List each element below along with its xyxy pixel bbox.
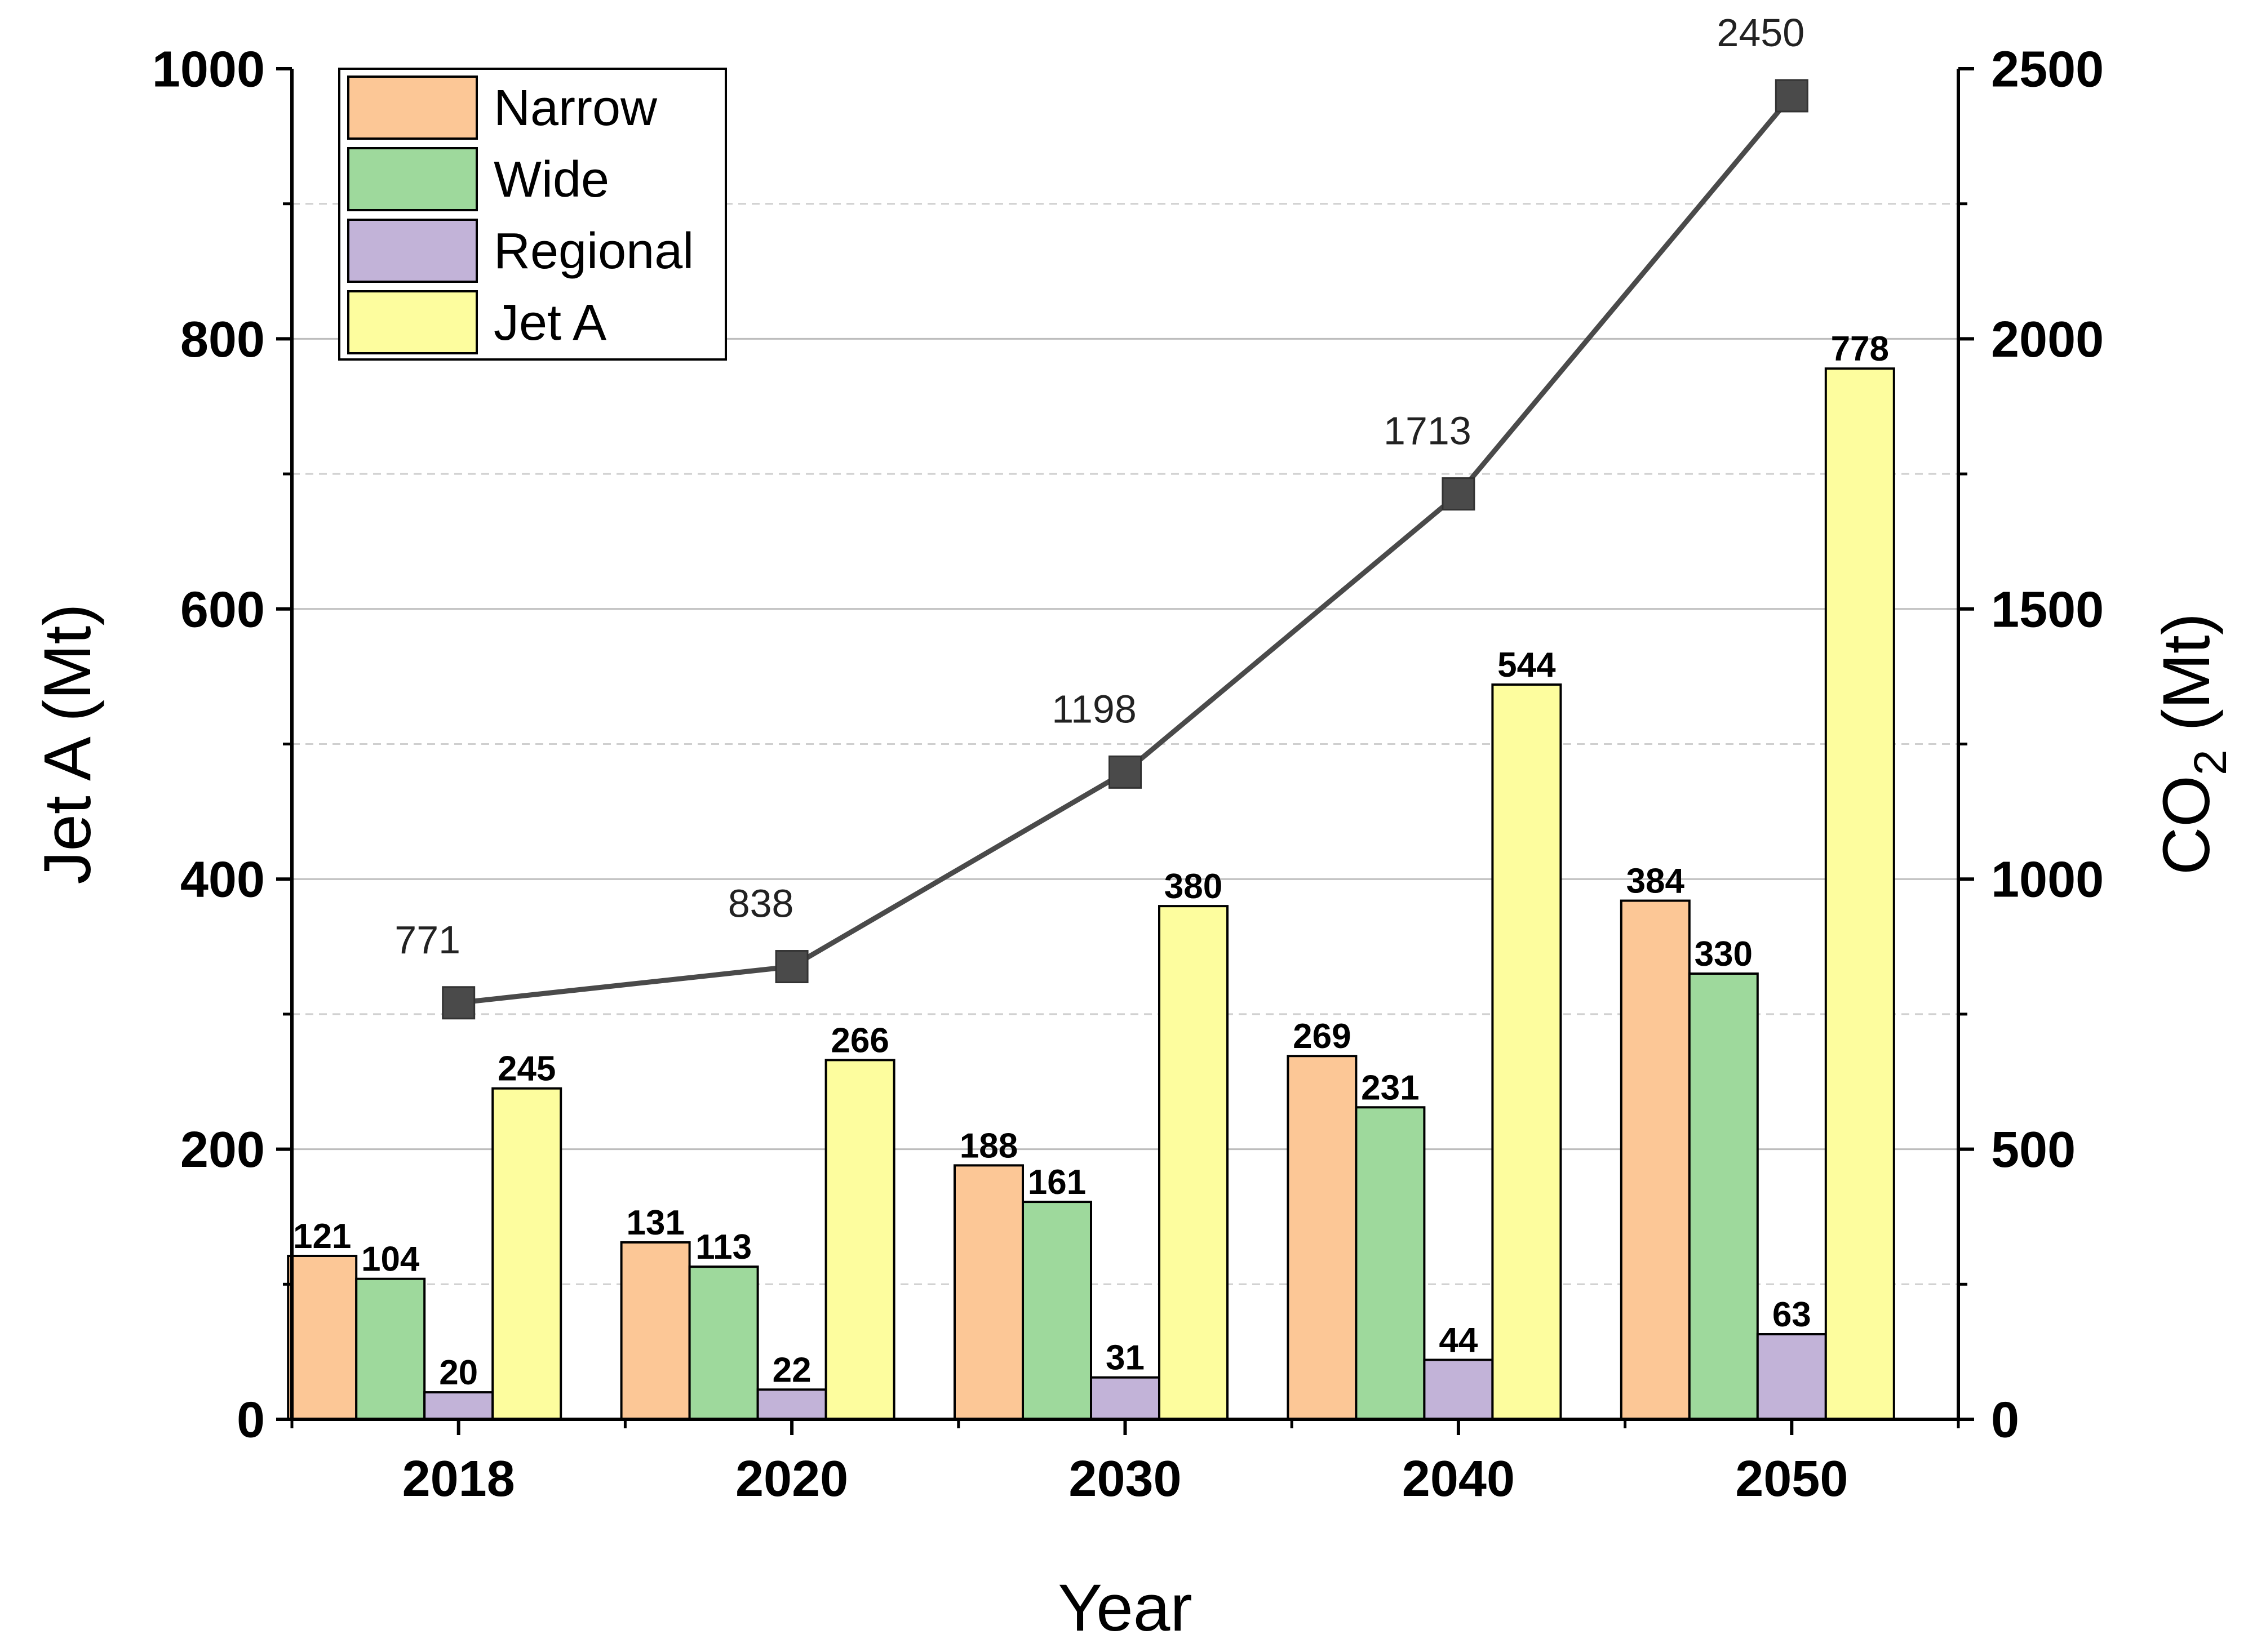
y-left-tick-label-400: 400 [180, 852, 265, 908]
y-axis-left-title: Jet A (Mt) [30, 603, 105, 884]
bar-label-jet-a-2018: 245 [498, 1050, 556, 1089]
co2-marker-2050 [1775, 79, 1808, 113]
bar-wide-2018 [355, 1277, 426, 1420]
bars [287, 367, 1895, 1421]
bar-label-regional-2018: 20 [439, 1353, 478, 1392]
co2-marker-2020 [775, 950, 809, 984]
co2-marker-2018 [442, 986, 476, 1020]
bar-wide-2040 [1355, 1106, 1426, 1420]
y-right-tick-label-2500: 2500 [1991, 42, 2104, 98]
bar-label-wide-2040: 231 [1361, 1068, 1419, 1107]
y-right-tick-label-0: 0 [1991, 1392, 2019, 1449]
bar-wide-2030 [1022, 1201, 1092, 1420]
x-tick-label-2018: 2018 [402, 1451, 515, 1507]
legend-swatch-regional [347, 219, 478, 283]
bar-label-wide-2050: 330 [1695, 935, 1753, 974]
bar-label-narrow-2040: 269 [1293, 1017, 1351, 1056]
data-labels: 121 104 20 245 131 113 22 266 188 161 31 380 269 231 4… [293, 11, 1889, 1392]
x-axis-title: Year [1058, 1571, 1192, 1645]
legend-label-narrow: Narrow [494, 80, 658, 136]
bar-narrow-2030 [954, 1164, 1024, 1420]
bar-jet-a-2040 [1491, 683, 1562, 1420]
bar-regional-2050 [1756, 1333, 1827, 1421]
bar-narrow-2018 [287, 1254, 358, 1420]
y-left-tick-label-200: 200 [180, 1122, 265, 1178]
legend-swatch-jet-a [347, 290, 478, 354]
co2-marker-2030 [1109, 755, 1142, 789]
bar-regional-2018 [423, 1391, 494, 1421]
legend-swatch-narrow [347, 76, 478, 140]
bar-label-wide-2020: 113 [695, 1228, 752, 1267]
bar-label-jet-a-2030: 380 [1164, 867, 1222, 906]
bar-label-wide-2030: 161 [1028, 1163, 1086, 1202]
bar-label-narrow-2020: 131 [626, 1204, 684, 1242]
y-axis-right-title: CO2 (Mt) [2149, 613, 2236, 875]
bar-narrow-2040 [1287, 1055, 1358, 1421]
y-left-tick-label-600: 600 [180, 581, 265, 638]
y-left-tick-label-1000: 1000 [152, 42, 265, 98]
bar-jet-a-2030 [1158, 905, 1229, 1420]
co2-label-2030: 1198 [1052, 687, 1137, 731]
co2-label-2020: 838 [728, 882, 794, 926]
bar-label-jet-a-2050: 778 [1831, 330, 1889, 368]
legend: Narrow Wide Regional Jet A [338, 68, 727, 361]
bar-jet-a-2050 [1824, 367, 1895, 1420]
bar-wide-2050 [1688, 972, 1759, 1420]
bar-label-jet-a-2040: 544 [1497, 646, 1556, 685]
bar-narrow-2050 [1620, 899, 1691, 1420]
y2-title-main: CO [2149, 775, 2224, 875]
bar-label-regional-2050: 63 [1772, 1295, 1811, 1334]
y-left-tick-label-0: 0 [237, 1392, 265, 1449]
y-right-tick-label-2000: 2000 [1991, 312, 2104, 368]
bar-regional-2020 [756, 1388, 827, 1421]
axes: 0200400600800100005001000150020002500201… [152, 42, 2104, 1508]
bar-label-regional-2020: 22 [773, 1351, 812, 1389]
bar-label-regional-2030: 31 [1106, 1339, 1145, 1378]
co2-label-2040: 1713 [1384, 409, 1471, 453]
x-tick-label-2050: 2050 [1735, 1451, 1848, 1507]
co2-marker-2040 [1442, 477, 1475, 511]
x-tick-label-2030: 2030 [1068, 1451, 1181, 1507]
bar-label-jet-a-2020: 266 [831, 1021, 889, 1060]
legend-label-jet-a: Jet A [494, 295, 606, 351]
y2-title-subscript: 2 [2185, 749, 2236, 775]
bar-jet-a-2020 [824, 1059, 895, 1420]
co2-line-series [442, 79, 1808, 1020]
legend-label-regional: Regional [494, 223, 694, 279]
co2-label-2050: 2450 [1717, 11, 1804, 55]
x-tick-label-2040: 2040 [1402, 1451, 1515, 1507]
legend-swatch-wide [347, 147, 478, 211]
legend-label-wide: Wide [494, 152, 609, 208]
y-left-tick-label-800: 800 [180, 312, 265, 368]
y-right-tick-label-500: 500 [1991, 1122, 2076, 1178]
x-tick-label-2020: 2020 [735, 1451, 848, 1507]
bar-narrow-2020 [620, 1241, 691, 1420]
y-right-tick-label-1500: 1500 [1991, 581, 2104, 638]
y2-title-unit: (Mt) [2149, 613, 2224, 749]
bar-jet-a-2018 [491, 1087, 562, 1420]
bar-label-regional-2040: 44 [1439, 1321, 1478, 1360]
bar-wide-2020 [688, 1265, 759, 1420]
co2-label-2018: 771 [394, 918, 460, 962]
bar-regional-2030 [1090, 1376, 1160, 1421]
bar-label-wide-2018: 104 [361, 1240, 420, 1279]
y-right-tick-label-1000: 1000 [1991, 852, 2104, 908]
bar-label-narrow-2050: 384 [1626, 862, 1685, 901]
bar-label-narrow-2018: 121 [293, 1217, 351, 1256]
bar-label-narrow-2030: 188 [960, 1126, 1018, 1165]
bar-regional-2040 [1423, 1358, 1494, 1420]
